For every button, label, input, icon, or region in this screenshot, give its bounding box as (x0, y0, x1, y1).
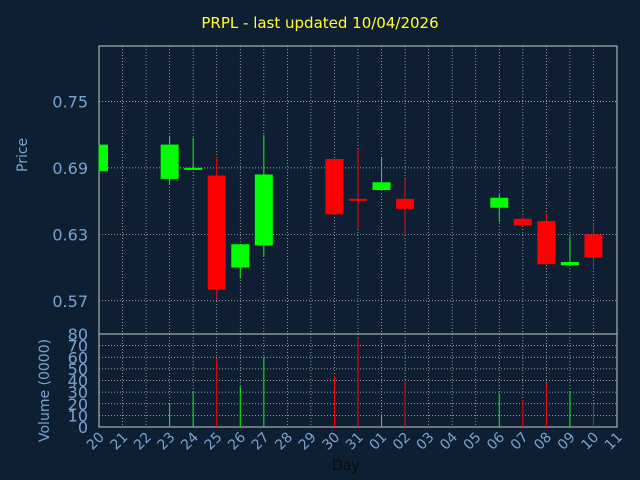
x-tick-label: 22 (131, 430, 155, 454)
x-tick-label: 30 (319, 430, 343, 454)
volume-tick-label: 60 (68, 348, 88, 367)
day-axis-label: Day (332, 458, 360, 474)
candle-body (231, 244, 250, 268)
price-tick-label: 0.57 (52, 292, 88, 311)
price-tick-label: 0.75 (52, 92, 88, 111)
x-tick-label: 06 (484, 429, 508, 453)
chart-title: PRPL - last updated 10/04/2026 (201, 14, 439, 32)
x-tick-label: 10 (578, 430, 602, 454)
x-tick-label: 27 (249, 430, 273, 454)
x-tick-label: 28 (272, 430, 296, 454)
x-tick-label: 11 (602, 430, 626, 454)
volume-tick-label: 40 (68, 372, 88, 391)
x-tick-label: 01 (366, 430, 390, 454)
x-tick-label: 23 (155, 430, 179, 454)
x-tick-label: 04 (437, 429, 461, 453)
candle-body (349, 198, 367, 201)
candle-body (513, 218, 532, 226)
x-tick-label: 21 (107, 430, 131, 454)
volume-tick-label: 0 (78, 418, 88, 437)
candle-body (396, 198, 415, 209)
candle-body (560, 262, 579, 266)
price-tick-label: 0.63 (52, 225, 88, 244)
price-tick-label: 0.69 (52, 159, 88, 178)
candle-body (99, 144, 108, 172)
volume-tick-label: 80 (68, 325, 88, 344)
x-tick-label: 24 (178, 429, 202, 453)
x-tick-label: 26 (225, 429, 249, 453)
candle-body (184, 167, 203, 170)
candle-body (584, 234, 603, 258)
x-tick-label: 05 (461, 430, 485, 454)
volume-tick-label: 30 (68, 383, 88, 402)
volume-tick-label: 70 (68, 337, 88, 356)
candle-body (254, 174, 273, 246)
x-tick-label: 07 (508, 430, 532, 454)
volume-tick-label: 20 (68, 395, 88, 414)
candle-body (537, 221, 556, 265)
volume-tick-label: 50 (68, 360, 88, 379)
x-tick-label: 29 (296, 430, 320, 454)
candle-body (490, 197, 509, 208)
x-tick-label: 25 (202, 430, 226, 454)
x-tick-label: 02 (390, 430, 414, 454)
x-tick-label: 31 (343, 430, 367, 454)
candle-body (160, 144, 179, 179)
candle-body (372, 182, 391, 190)
candle-body (325, 158, 344, 215)
x-tick-label: 08 (531, 430, 555, 454)
candle-body (207, 175, 226, 290)
x-tick-label: 03 (414, 430, 438, 454)
x-tick-label: 09 (555, 430, 579, 454)
volume-tick-label: 10 (68, 406, 88, 425)
